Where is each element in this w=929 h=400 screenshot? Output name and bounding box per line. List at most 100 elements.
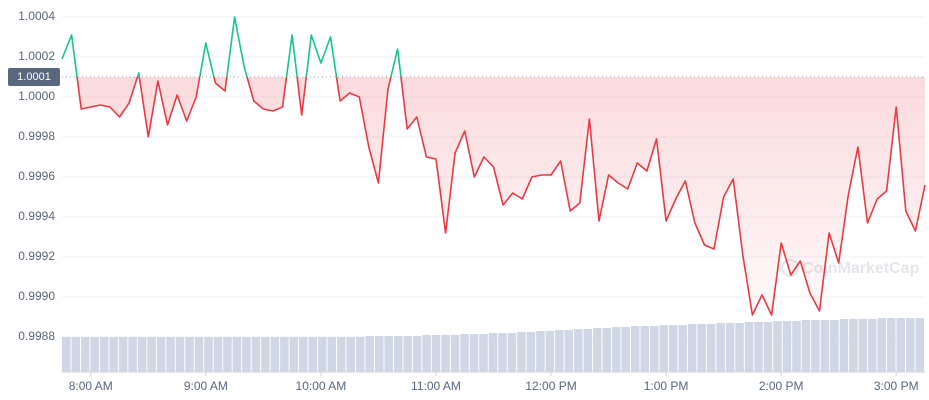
volume-bar	[232, 337, 242, 372]
volume-bar	[441, 335, 450, 372]
volume-bar	[204, 337, 213, 372]
volume-bar	[868, 319, 877, 372]
volume-bar	[621, 327, 631, 372]
volume-bar	[811, 320, 820, 372]
x-tick-label: 2:00 PM	[759, 379, 804, 393]
area-fill	[62, 77, 925, 315]
volume-bar	[118, 337, 128, 372]
volume-bar	[536, 331, 545, 372]
volume-bar	[896, 318, 906, 372]
volume-bar	[355, 337, 365, 372]
y-tick-label: 1.0002	[18, 49, 55, 63]
volume-bar	[858, 319, 868, 372]
volume-bar	[725, 323, 735, 372]
volume-bar	[289, 337, 299, 372]
y-tick-label: 0.9988	[18, 329, 55, 343]
volume-bar	[469, 334, 479, 372]
volume-bar	[744, 322, 754, 372]
volume-bar	[166, 337, 175, 372]
volume-bar	[412, 336, 422, 372]
volume-bar	[887, 318, 896, 372]
volume-bar	[156, 337, 166, 372]
volume-bar	[175, 337, 185, 372]
volume-bar	[593, 328, 602, 372]
volume-bar	[631, 326, 640, 372]
volume-bar	[735, 323, 744, 372]
y-tick-label: 0.9994	[18, 209, 55, 223]
x-tick-label: 8:00 AM	[69, 379, 113, 393]
volume-bar	[450, 335, 460, 372]
volume-bar	[460, 334, 469, 372]
volume-bar	[62, 337, 71, 372]
volume-bar	[555, 330, 564, 372]
volume-bar	[90, 337, 99, 372]
reference-badge	[8, 68, 60, 86]
volume-bar	[564, 330, 574, 372]
volume-bar	[384, 336, 393, 372]
volume-bar	[365, 336, 374, 372]
volume-bar	[99, 337, 109, 372]
y-tick-label: 0.9996	[18, 169, 55, 183]
x-tick-label: 9:00 AM	[184, 379, 228, 393]
volume-bar	[327, 337, 337, 372]
volume-bar	[71, 337, 80, 372]
x-tick-label: 1:00 PM	[644, 379, 689, 393]
volume-bar	[431, 335, 441, 372]
volume-bar	[915, 318, 924, 372]
volume-bar	[213, 337, 223, 372]
volume-bar	[763, 322, 773, 372]
volume-bar	[280, 337, 289, 372]
x-tick-label: 3:00 PM	[874, 379, 919, 393]
volume-bar	[422, 335, 431, 372]
volume-bar	[574, 329, 583, 372]
volume-bar	[820, 320, 830, 372]
y-tick-label: 0.9990	[18, 289, 55, 303]
volume-bar	[583, 329, 593, 372]
y-tick-label: 1.0004	[18, 9, 55, 23]
volume-bar	[109, 337, 118, 372]
y-tick-label: 0.9992	[18, 249, 55, 263]
volume-bar	[773, 321, 782, 372]
volume-bar	[270, 337, 280, 372]
volume-bar	[649, 326, 659, 372]
volume-bar	[716, 323, 725, 372]
volume-bar	[185, 337, 194, 372]
reference-label: 1.0001	[17, 71, 51, 83]
price-line	[61, 16, 926, 316]
volume-bar	[128, 337, 137, 372]
volume-bar	[668, 325, 678, 372]
volume-bar	[507, 333, 517, 372]
volume-bar	[877, 318, 887, 372]
volume-bar	[299, 337, 308, 372]
volume-bar	[498, 333, 507, 372]
volume-bar	[337, 337, 346, 372]
volume-bar	[147, 337, 156, 372]
volume-bar	[839, 319, 849, 372]
x-tick-label: 10:00 AM	[296, 379, 347, 393]
volume-bar	[488, 333, 498, 372]
volume-bar	[194, 337, 204, 372]
volume-bar	[374, 336, 384, 372]
volume-bar	[754, 322, 763, 372]
volume-bar	[792, 321, 801, 372]
volume-bar	[830, 320, 839, 372]
volume-bar	[640, 326, 649, 372]
volume-bar	[346, 337, 355, 372]
x-tick-label: 12:00 PM	[525, 379, 576, 393]
y-tick-label: 1.0000	[18, 89, 55, 103]
volume-bar	[602, 328, 612, 372]
volume-bar	[545, 331, 555, 372]
volume-bar	[526, 332, 536, 372]
volume-bar	[678, 325, 687, 372]
volume-bar	[849, 319, 858, 372]
volume-bar	[687, 324, 697, 372]
volume-bar	[612, 327, 621, 372]
y-tick-label: 0.9998	[18, 129, 55, 143]
volume-bar	[706, 324, 716, 372]
volume-bar	[223, 337, 232, 372]
volume-bar	[403, 336, 412, 372]
volume-bar	[479, 334, 488, 372]
volume-bar	[318, 337, 327, 372]
volume-bar	[782, 321, 792, 372]
